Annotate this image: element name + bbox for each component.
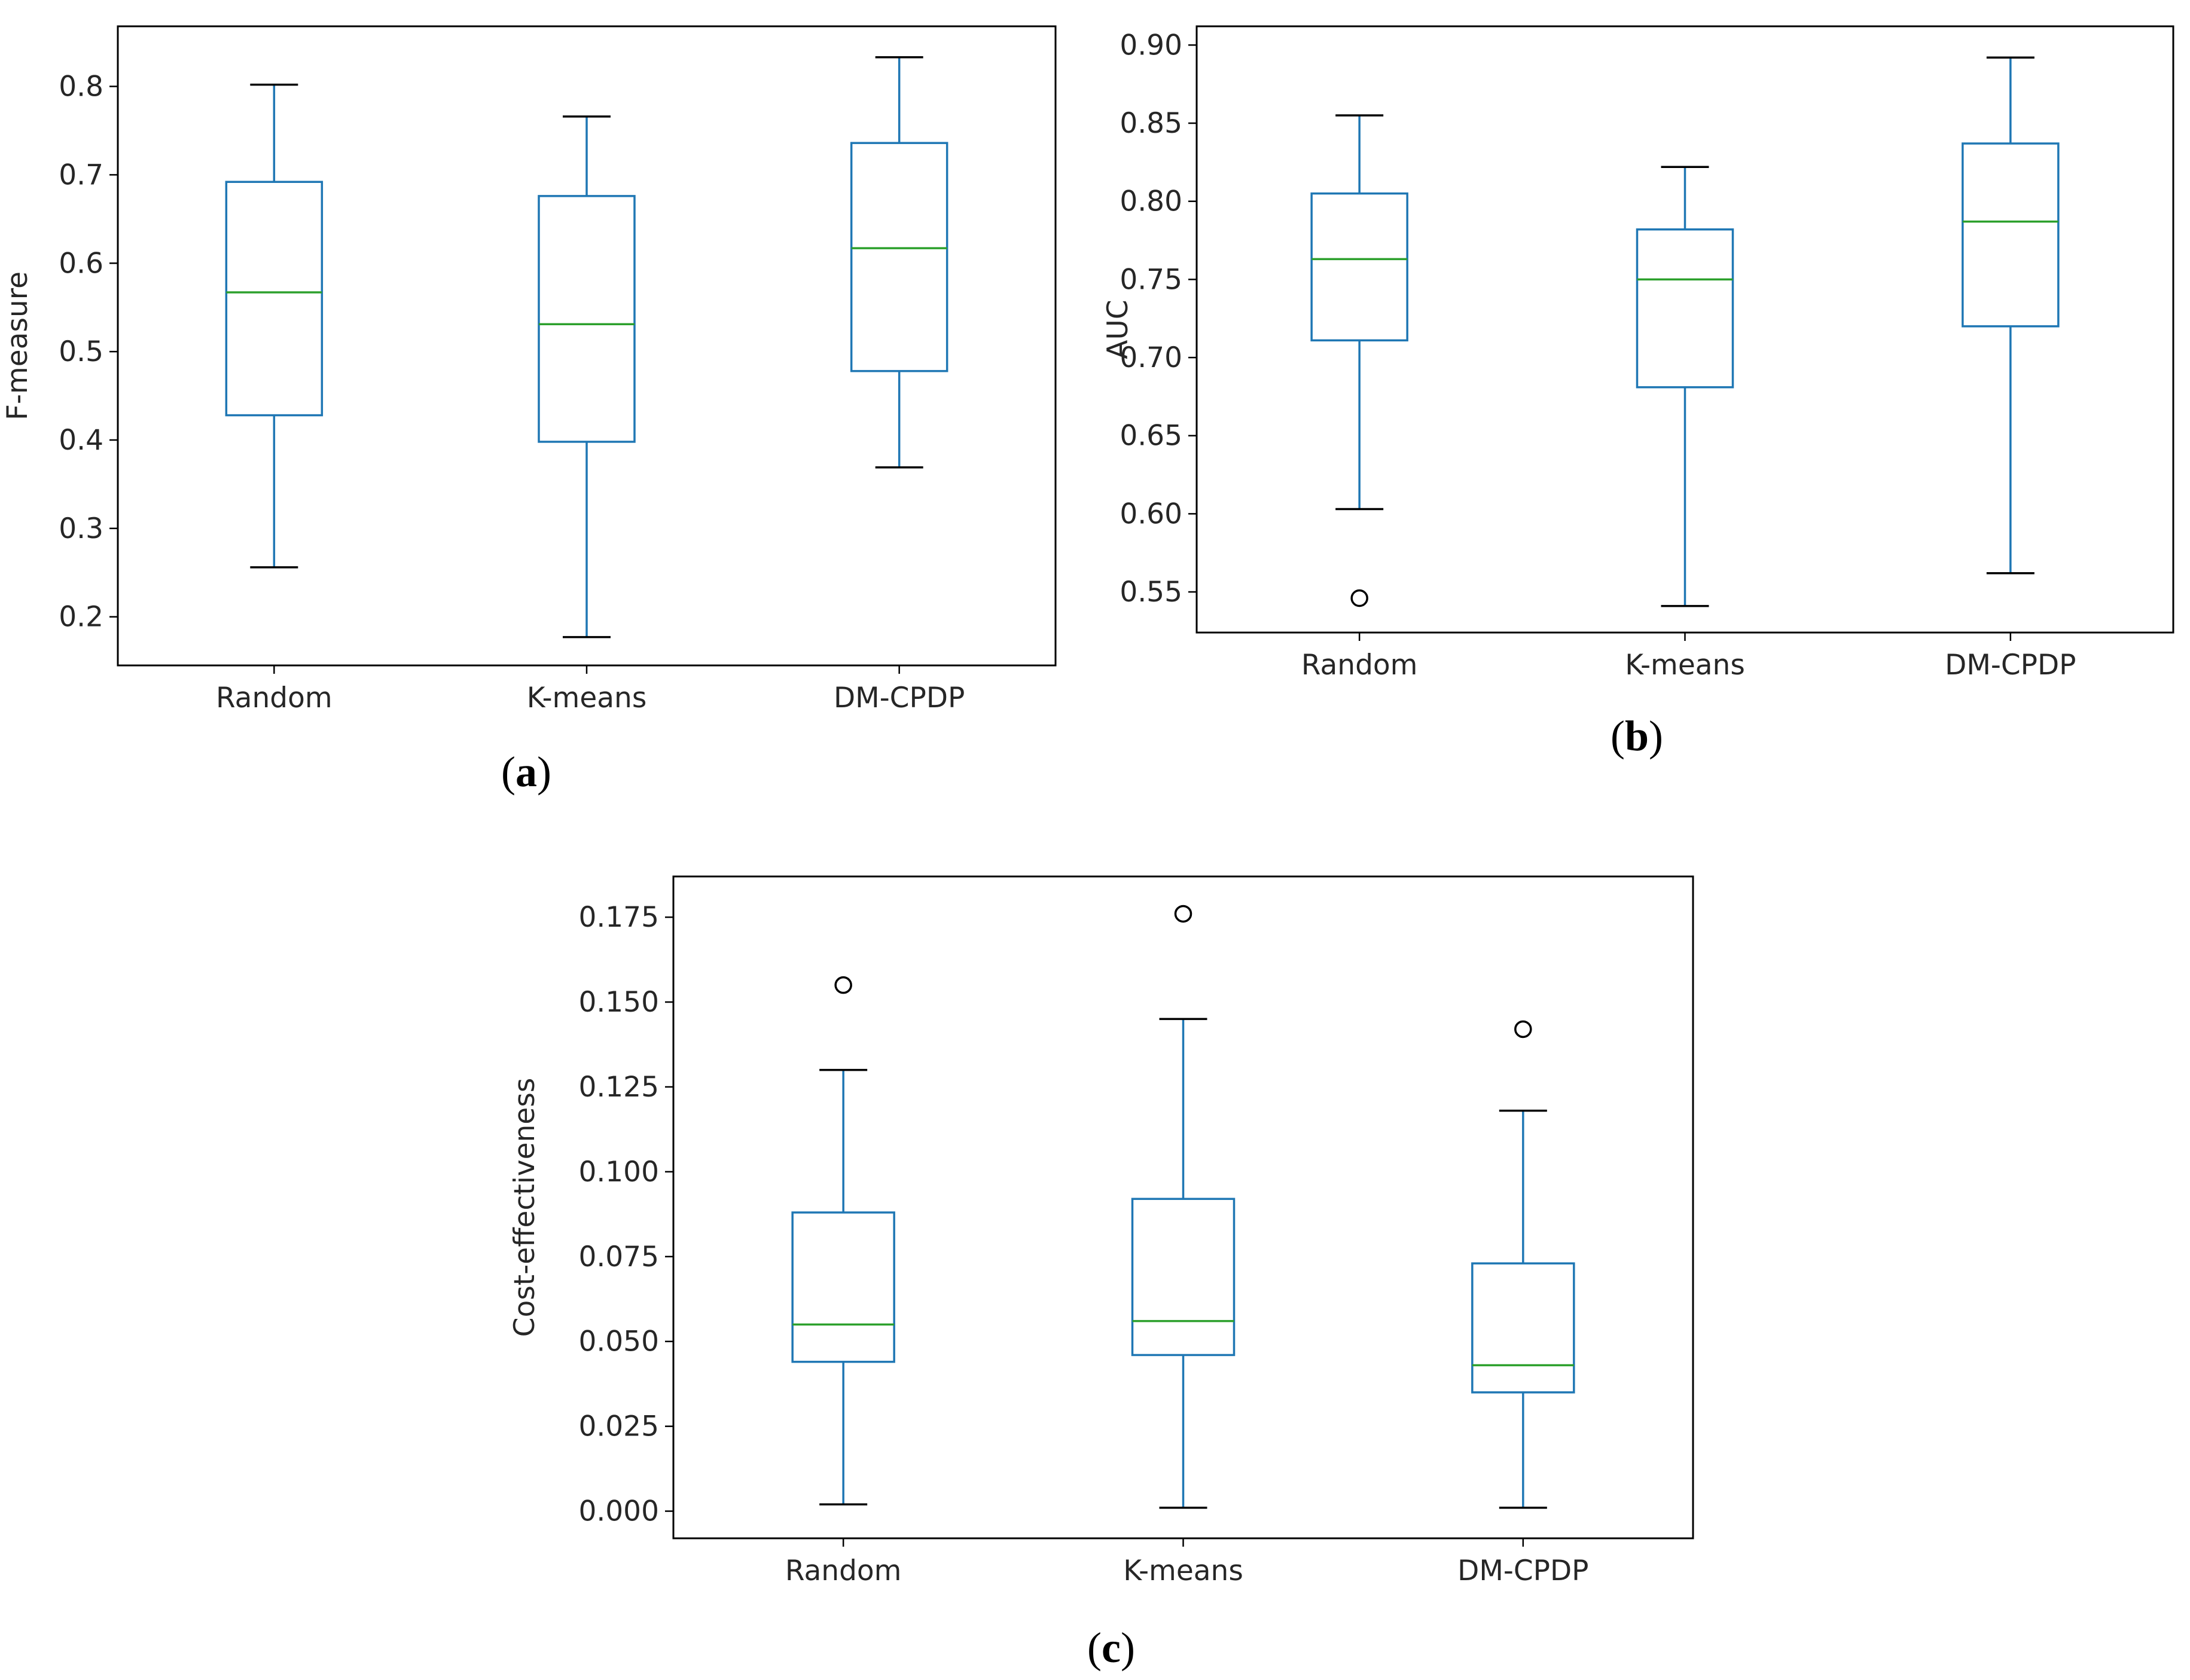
caption-letter: c — [1102, 1624, 1121, 1672]
iqr-box — [791, 1211, 895, 1363]
y-tick-label: 0.8 — [59, 71, 103, 103]
x-tick-label: DM-CPDP — [1457, 1554, 1588, 1587]
y-tick-label: 0.100 — [578, 1156, 659, 1189]
x-tick-label: DM-CPDP — [1945, 649, 2076, 682]
panel-caption: (c) — [1087, 1624, 1135, 1672]
iqr-box — [538, 195, 636, 443]
x-tick-label: K-means — [527, 682, 647, 714]
y-tick-label: 0.000 — [578, 1495, 659, 1528]
y-tick-label: 0.075 — [578, 1241, 659, 1273]
box-random — [1310, 114, 1408, 607]
y-axis-label: AUC — [1102, 300, 1134, 359]
x-tick-label: DM-CPDP — [834, 682, 965, 714]
y-tick-label: 0.150 — [578, 986, 659, 1019]
caption-close-paren: ) — [537, 748, 551, 796]
box-k-means — [538, 115, 636, 639]
iqr-box — [1962, 142, 2060, 328]
y-tick-label: 0.125 — [578, 1071, 659, 1104]
x-tick-label: Random — [216, 682, 333, 714]
y-tick-label: 0.60 — [1120, 497, 1182, 530]
x-tick-label: Random — [785, 1554, 902, 1587]
y-tick-label: 0.6 — [59, 247, 103, 280]
y-tick-label: 0.025 — [578, 1410, 659, 1443]
y-tick-label: 0.75 — [1120, 263, 1182, 296]
x-tick-label: Random — [1301, 649, 1418, 682]
box-dm-cpdp — [1471, 1020, 1575, 1509]
iqr-box — [1131, 1198, 1236, 1357]
iqr-box — [1310, 192, 1408, 342]
y-tick-label: 0.7 — [59, 158, 103, 191]
iqr-box — [850, 142, 948, 372]
panel-caption: (b) — [1611, 712, 1663, 760]
panel-b: 0.55 0.60 0.65 0.70 0.75 0.80 0.85 0.90 AUC Rando… — [1102, 25, 2174, 760]
caption-letter: a — [516, 748, 537, 796]
y-tick-label: 0.4 — [59, 424, 103, 457]
y-tick-label: 0.80 — [1120, 185, 1182, 218]
iqr-box — [1636, 228, 1734, 389]
caption-open-paren: ( — [1611, 712, 1625, 760]
iqr-box — [1471, 1262, 1575, 1394]
iqr-box — [225, 181, 324, 417]
y-tick-label: 0.55 — [1120, 576, 1182, 609]
y-tick-label: 0.3 — [59, 512, 103, 545]
y-tick-label: 0.2 — [59, 601, 103, 634]
outlier-point — [1514, 1020, 1532, 1038]
box-k-means — [1131, 905, 1236, 1509]
box-random — [791, 976, 895, 1505]
caption-letter: b — [1625, 712, 1649, 760]
outlier-point — [834, 976, 852, 994]
box-dm-cpdp — [850, 56, 948, 469]
y-tick-label: 0.65 — [1120, 420, 1182, 453]
box-k-means — [1636, 166, 1734, 607]
x-tick-label: K-means — [1625, 649, 1745, 682]
caption-open-paren: ( — [1087, 1624, 1102, 1672]
panel-caption: (a) — [501, 748, 551, 796]
y-tick-label: 0.5 — [59, 335, 103, 368]
outlier-point — [1350, 589, 1368, 607]
y-tick-label: 0.050 — [578, 1325, 659, 1358]
y-axis-label: F-measure — [1, 271, 34, 420]
caption-close-paren: ) — [1121, 1624, 1135, 1672]
x-tick-label: K-means — [1123, 1554, 1243, 1587]
y-tick-label: 0.90 — [1120, 29, 1182, 62]
y-tick-label: 0.70 — [1120, 341, 1182, 374]
caption-close-paren: ) — [1649, 712, 1663, 760]
box-dm-cpdp — [1962, 56, 2060, 575]
box-random — [225, 83, 324, 569]
y-tick-label: 0.175 — [578, 901, 659, 934]
y-tick-label: 0.85 — [1120, 107, 1182, 140]
y-axis-label: Cost-effectiveness — [508, 1078, 541, 1337]
panel-c: 0.000 0.025 0.050 0.075 0.100 0.125 0.150 0.175… — [508, 875, 1694, 1672]
outlier-point — [1174, 905, 1192, 923]
caption-open-paren: ( — [501, 748, 516, 796]
panel-a: 0.2 0.3 0.4 0.5 0.6 0.7 0.8 F-measure Random K-me… — [1, 25, 1057, 796]
